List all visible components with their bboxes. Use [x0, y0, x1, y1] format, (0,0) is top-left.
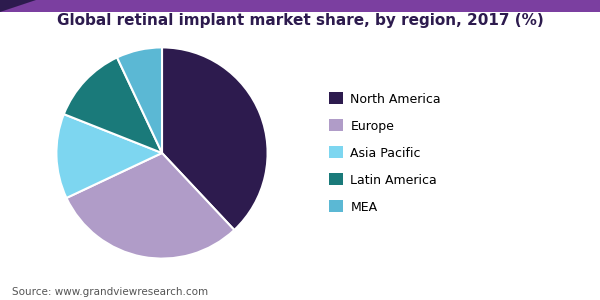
Wedge shape: [117, 47, 162, 153]
Text: Global retinal implant market share, by region, 2017 (%): Global retinal implant market share, by …: [56, 14, 544, 28]
Wedge shape: [162, 47, 268, 230]
Text: Source: www.grandviewresearch.com: Source: www.grandviewresearch.com: [12, 287, 208, 297]
Wedge shape: [64, 58, 162, 153]
Wedge shape: [67, 153, 234, 259]
Wedge shape: [56, 114, 162, 198]
Legend: North America, Europe, Asia Pacific, Latin America, MEA: North America, Europe, Asia Pacific, Lat…: [324, 87, 446, 219]
